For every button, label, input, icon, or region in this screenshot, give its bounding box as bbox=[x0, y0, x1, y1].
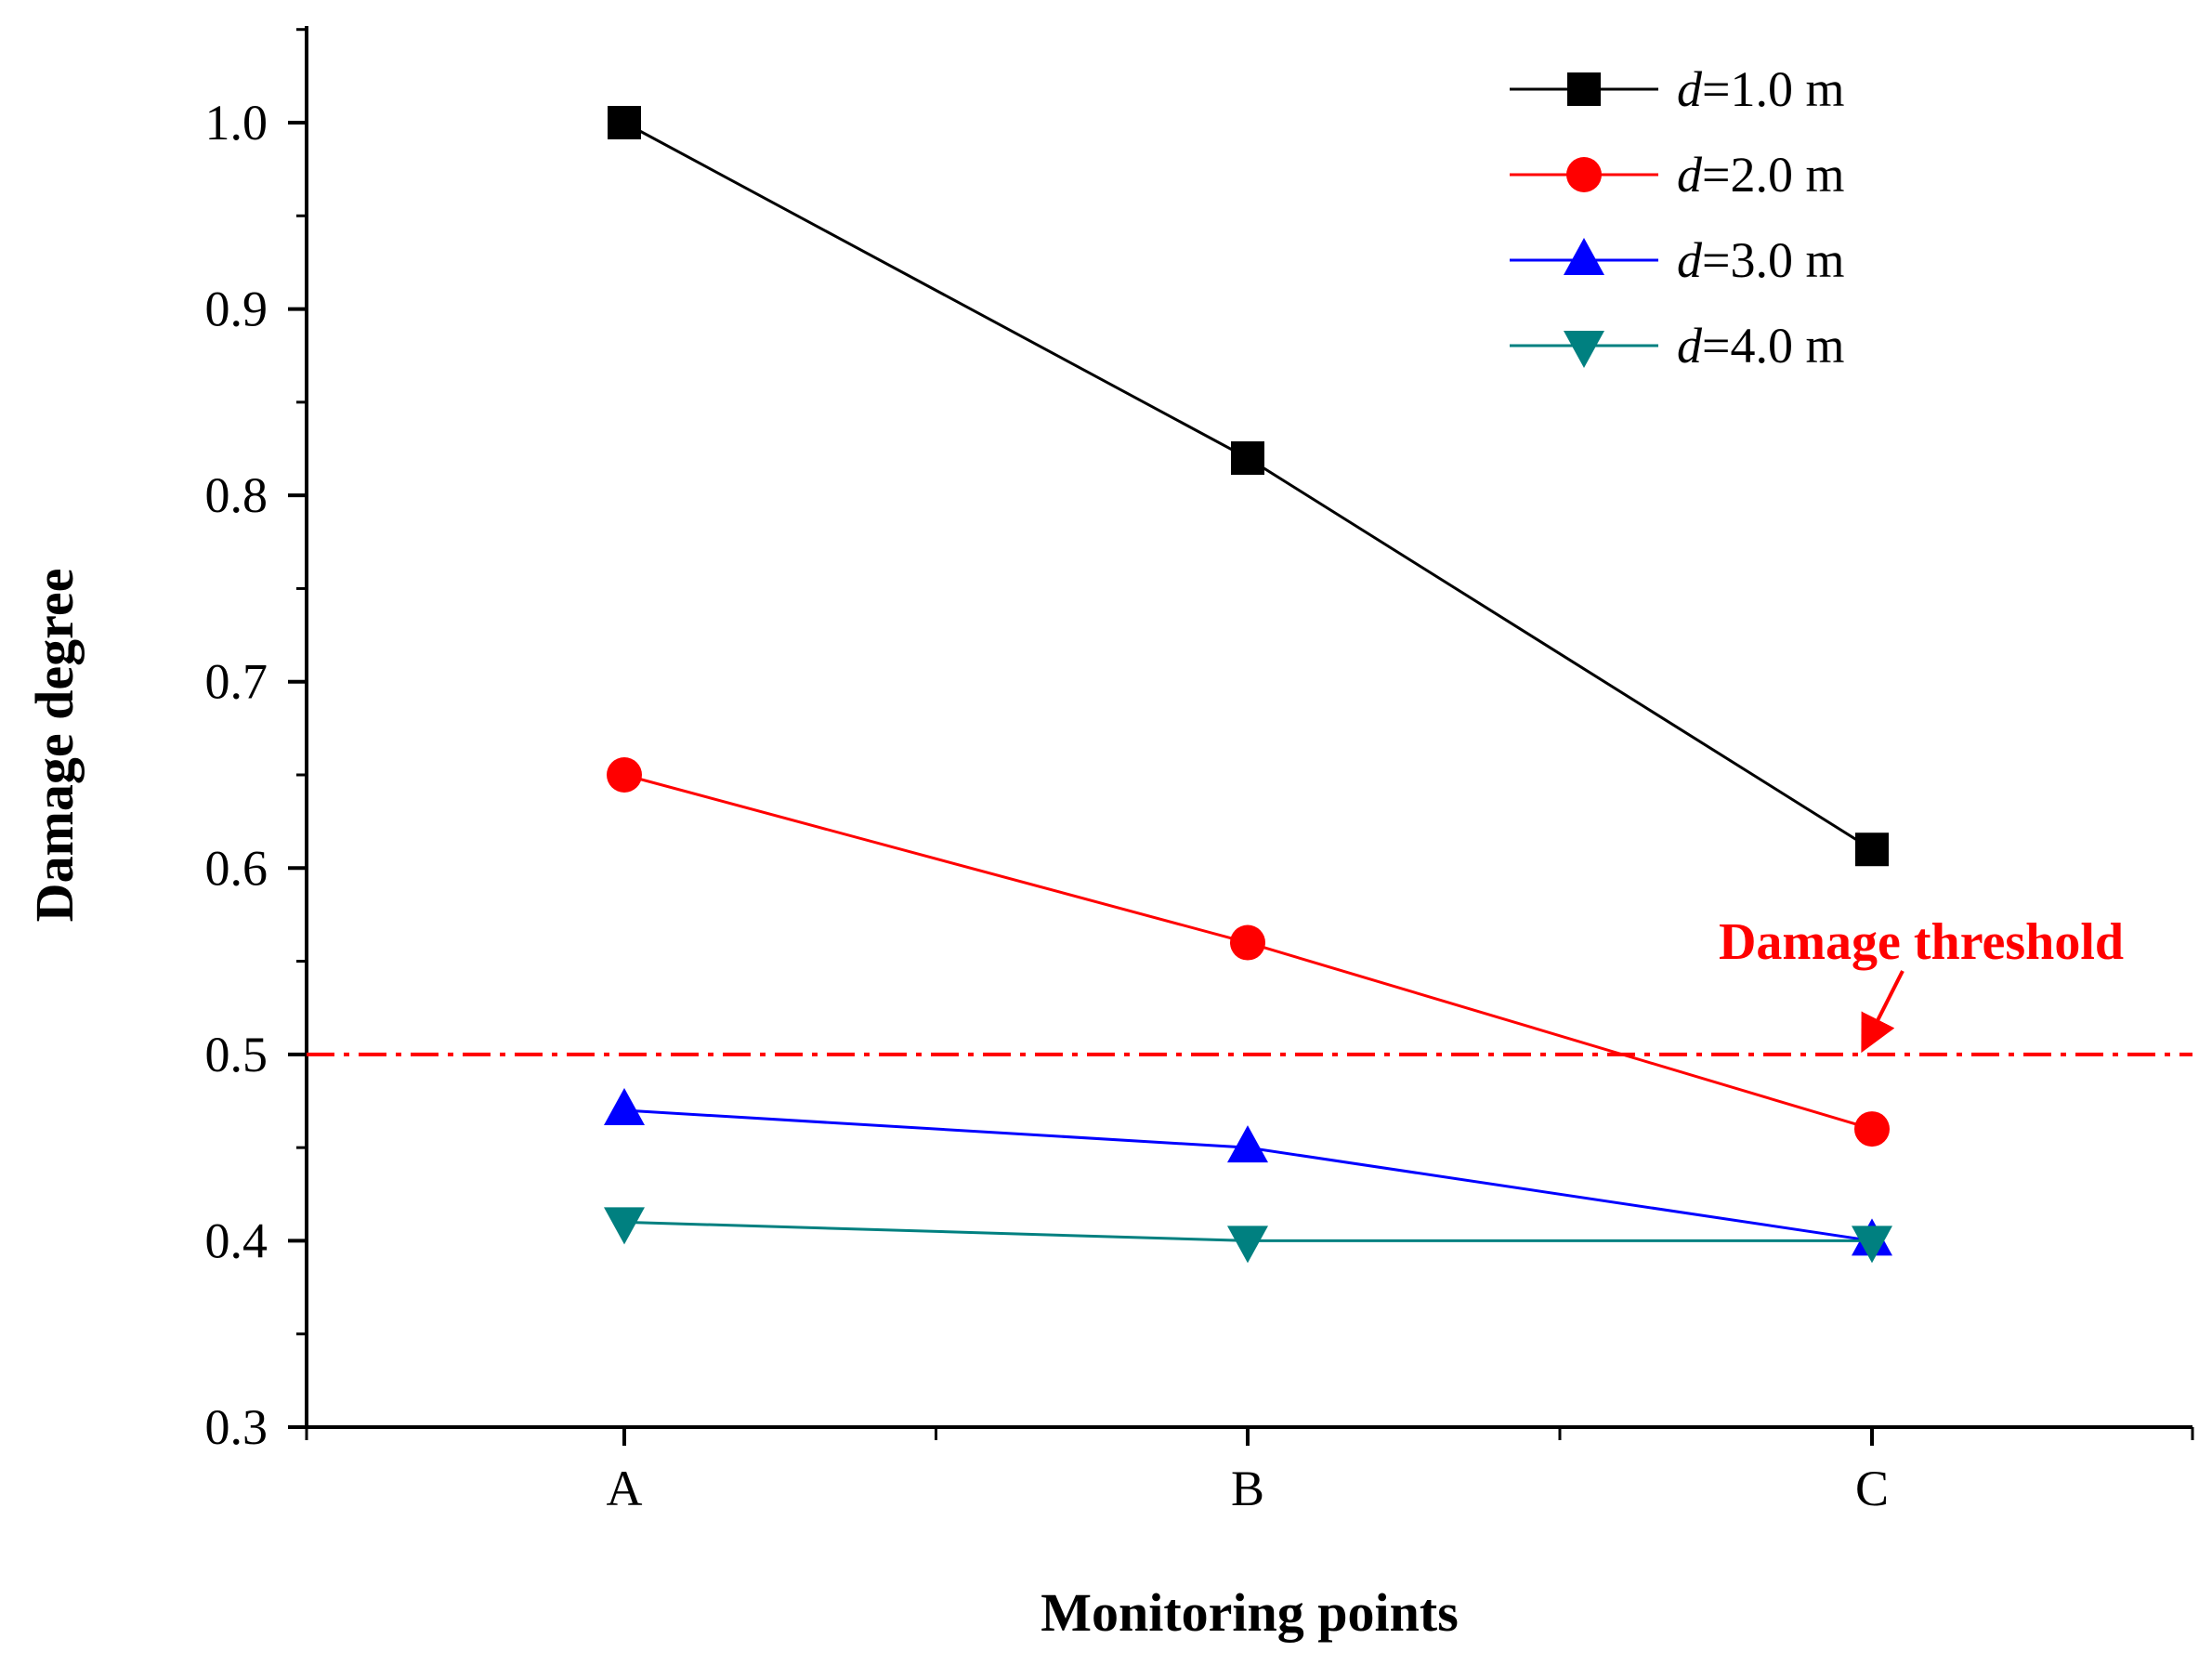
y-tick-label: 0.7 bbox=[205, 654, 268, 710]
data-point bbox=[1230, 924, 1265, 961]
x-tick-label: C bbox=[1855, 1461, 1889, 1516]
y-tick-label: 0.8 bbox=[205, 467, 268, 523]
legend-label: d=1.0 m bbox=[1677, 61, 1844, 117]
data-point bbox=[1231, 441, 1264, 476]
y-tick-label: 0.9 bbox=[205, 282, 268, 337]
data-point bbox=[1227, 1125, 1268, 1163]
legend-marker bbox=[1567, 72, 1601, 106]
data-point bbox=[1852, 1226, 1892, 1264]
y-axis-title: Damage degree bbox=[24, 569, 85, 923]
data-point bbox=[604, 1088, 645, 1126]
data-point bbox=[1855, 832, 1889, 867]
legend-marker bbox=[1566, 157, 1602, 192]
data-point bbox=[1227, 1226, 1268, 1264]
data-point bbox=[607, 757, 642, 793]
y-tick-label: 0.5 bbox=[205, 1027, 268, 1082]
data-point bbox=[608, 106, 641, 139]
legend-marker bbox=[1564, 238, 1604, 275]
x-axis-title: Monitoring points bbox=[1041, 1582, 1459, 1643]
y-tick-label: 1.0 bbox=[205, 95, 268, 151]
legend-label: d=3.0 m bbox=[1677, 232, 1844, 288]
annotation-arrow bbox=[1861, 970, 1904, 1054]
y-tick-label: 0.6 bbox=[205, 840, 268, 896]
data-point bbox=[1854, 1111, 1890, 1147]
x-tick-label: A bbox=[607, 1461, 643, 1516]
y-tick-label: 0.3 bbox=[205, 1399, 268, 1455]
threshold-annotation: Damage threshold bbox=[1719, 913, 2124, 971]
x-tick-label: B bbox=[1231, 1461, 1264, 1516]
legend-marker bbox=[1564, 331, 1604, 368]
legend-label: d=4.0 m bbox=[1677, 318, 1844, 374]
data-point bbox=[604, 1207, 645, 1245]
y-tick-label: 0.4 bbox=[205, 1213, 268, 1268]
legend-label: d=2.0 m bbox=[1677, 147, 1844, 203]
